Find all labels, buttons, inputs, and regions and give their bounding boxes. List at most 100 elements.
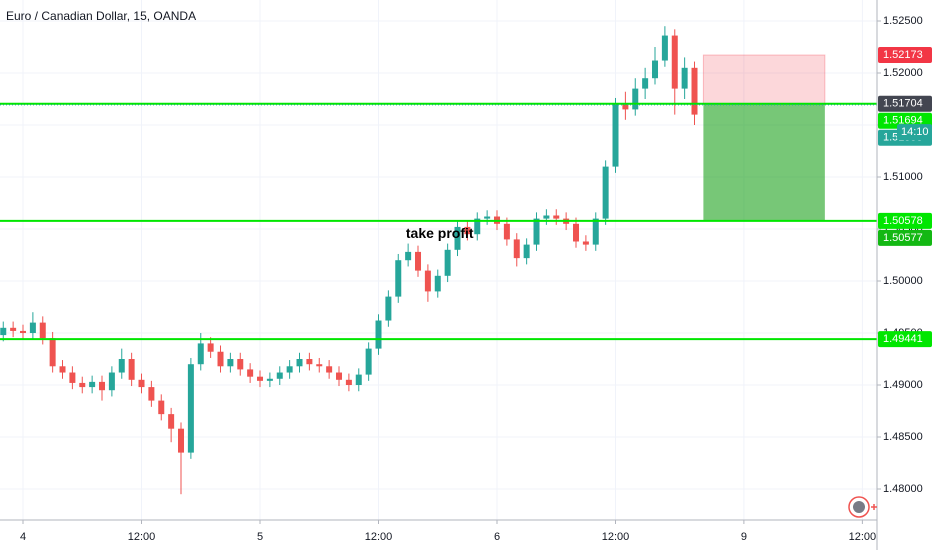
candle-body xyxy=(355,374,362,386)
y-tick-label: 1.48000 xyxy=(883,483,923,495)
candle-body xyxy=(207,343,214,352)
candle-body xyxy=(652,60,659,79)
y-tick-label: 1.50000 xyxy=(883,275,923,287)
candle-body xyxy=(385,296,392,321)
price-label: 1.52173 xyxy=(883,49,923,61)
candle-body xyxy=(592,218,599,245)
price-label: 1.50577 xyxy=(883,232,923,244)
x-tick-label: 12:00 xyxy=(365,531,393,543)
countdown-bg xyxy=(897,124,932,141)
candle-body xyxy=(573,223,580,242)
grid xyxy=(0,0,877,520)
candle-body xyxy=(326,366,333,373)
candle-body xyxy=(632,88,639,110)
candle-body xyxy=(187,364,194,453)
candle-body xyxy=(602,166,609,219)
y-tick-label: 1.48500 xyxy=(883,431,923,443)
candle-body xyxy=(464,226,471,235)
candle-body xyxy=(306,359,313,365)
candle-body xyxy=(543,215,550,219)
candle-body xyxy=(415,251,422,271)
candle-body xyxy=(20,330,27,334)
candle-body xyxy=(49,338,56,367)
candle-body xyxy=(148,387,155,401)
x-tick-label: 5 xyxy=(257,531,263,543)
candle-body xyxy=(336,372,343,380)
candle-body xyxy=(582,241,589,245)
price-label: 1.51704 xyxy=(883,98,923,110)
candle-body xyxy=(533,218,540,245)
candle-body xyxy=(671,35,678,89)
candle-body xyxy=(681,67,688,89)
candle-body xyxy=(118,359,125,373)
candle-body xyxy=(661,35,668,61)
y-tick-label: 1.49000 xyxy=(883,379,923,391)
price-label-bg xyxy=(878,331,932,348)
candle-body xyxy=(0,327,7,336)
price-label-bg xyxy=(878,212,932,229)
candle-body xyxy=(89,381,96,388)
plot: take profit xyxy=(0,26,877,495)
candle-body xyxy=(513,239,520,259)
candle-body xyxy=(484,216,491,219)
y-tick-label: 1.51000 xyxy=(883,171,923,183)
candle-body xyxy=(108,372,115,391)
countdown: 14:10 xyxy=(901,126,929,138)
price-label: 1.50578 xyxy=(883,215,923,227)
candle-body xyxy=(316,364,323,367)
candle-body xyxy=(276,372,283,379)
x-tick-label: 9 xyxy=(741,531,747,543)
candle-body xyxy=(266,378,273,381)
candle-body xyxy=(237,359,244,370)
candle-body xyxy=(59,366,66,373)
candle-body xyxy=(286,366,293,373)
candle-body xyxy=(503,223,510,240)
candle-body xyxy=(553,215,560,219)
candle-body xyxy=(79,382,86,388)
y-tick-label: 1.52500 xyxy=(883,15,923,27)
axes: 1.480001.485001.490001.495001.500001.505… xyxy=(20,15,932,543)
candle-body xyxy=(622,104,629,110)
candle-body xyxy=(365,348,372,375)
candle-body xyxy=(434,275,441,292)
price-label: 1.51694 xyxy=(883,115,923,127)
price-label-bg xyxy=(878,229,932,246)
candle-body xyxy=(257,376,264,381)
price-label-bg xyxy=(878,47,932,64)
candle-body xyxy=(227,359,234,367)
candle-body xyxy=(395,260,402,297)
candle-body xyxy=(424,270,431,292)
candle-body xyxy=(128,359,135,380)
x-tick-label: 12:00 xyxy=(602,531,630,543)
candle-body xyxy=(345,379,352,386)
candle-body xyxy=(158,400,165,415)
annotation: take profit xyxy=(406,225,474,241)
x-tick-label: 12:00 xyxy=(128,531,156,543)
candle-body xyxy=(217,351,224,367)
candle-body xyxy=(178,428,185,453)
candle-body xyxy=(691,67,698,115)
candle-body xyxy=(454,226,461,250)
y-tick-label: 1.52000 xyxy=(883,67,923,79)
candle-body xyxy=(10,327,17,331)
stop-zone xyxy=(702,54,826,105)
x-tick-label: 6 xyxy=(494,531,500,543)
candle-body xyxy=(642,78,649,89)
chart-title: Euro / Canadian Dollar, 15, OANDA xyxy=(6,9,196,23)
candle-body xyxy=(612,104,619,167)
candle-body xyxy=(405,251,412,261)
x-tick-label: 4 xyxy=(20,531,26,543)
candle-body xyxy=(29,322,36,334)
settings-icon[interactable] xyxy=(848,496,877,518)
candle-body xyxy=(197,343,204,365)
candle-body xyxy=(444,249,451,276)
price-label-bg xyxy=(878,95,932,112)
candle-body xyxy=(39,322,46,339)
candle-body xyxy=(99,381,106,391)
price-label: 1.49441 xyxy=(883,333,923,345)
candle-body xyxy=(138,379,145,388)
candle-body xyxy=(168,414,175,429)
